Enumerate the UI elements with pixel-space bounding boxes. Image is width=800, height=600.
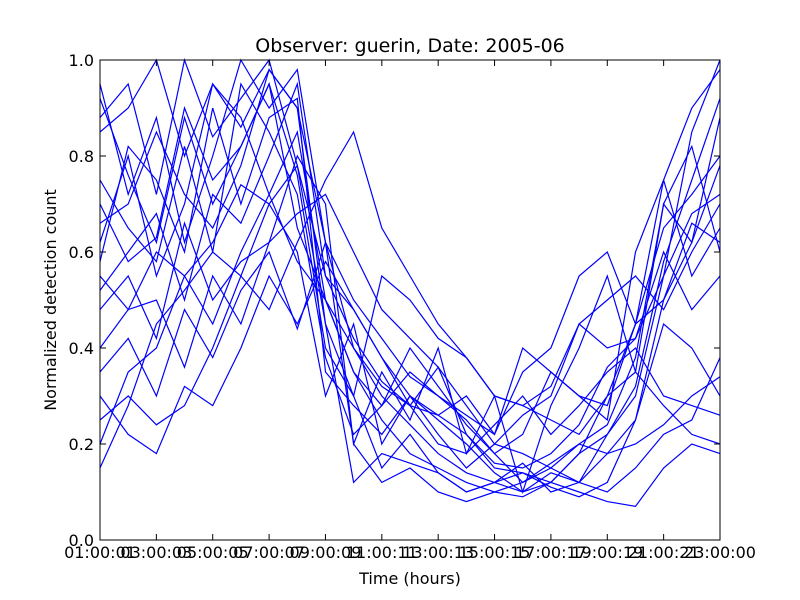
y-tick-label: 0.4 — [69, 339, 94, 358]
x-axis-label: Time (hours) — [358, 569, 461, 588]
y-axis-label: Normalized detection count — [41, 189, 60, 411]
series-line-18 — [99, 240, 721, 493]
series-layer — [99, 57, 721, 508]
x-tick-label: 09:00:09 — [290, 543, 362, 562]
x-tick-label: 13:00:13 — [402, 543, 474, 562]
series-line-14 — [99, 68, 721, 498]
x-tick-label: 03:00:03 — [120, 543, 192, 562]
series-line-16 — [99, 82, 721, 484]
x-tick-label: 21:00:21 — [628, 543, 700, 562]
x-tick-label: 15:00:15 — [459, 543, 531, 562]
series-line-2 — [99, 68, 721, 495]
y-tick-label: 0.2 — [69, 435, 94, 454]
series-line-13 — [99, 193, 721, 493]
y-tick-label: 0.0 — [69, 531, 94, 550]
x-tick-label: 19:00:19 — [571, 543, 643, 562]
y-tick-label: 1.0 — [69, 51, 94, 70]
ticks-layer: 01:00:0103:00:0305:00:0507:00:0709:00:09… — [64, 51, 756, 562]
x-tick-label: 23:00:00 — [684, 543, 756, 562]
series-line-8 — [99, 154, 721, 508]
x-tick-label: 07:00:07 — [233, 543, 305, 562]
x-tick-label: 17:00:17 — [515, 543, 587, 562]
series-line-15 — [99, 130, 721, 469]
series-line-12 — [99, 58, 721, 436]
series-line-17 — [99, 164, 721, 469]
plot-frame — [99, 59, 721, 541]
y-tick-label: 0.6 — [69, 243, 94, 262]
x-tick-label: 01:00:01 — [64, 543, 136, 562]
series-line-1 — [99, 57, 721, 493]
chart-title: Observer: guerin, Date: 2005-06 — [255, 35, 565, 57]
series-line-7 — [99, 58, 721, 436]
x-tick-label: 05:00:05 — [177, 543, 249, 562]
y-tick-label: 0.8 — [69, 147, 94, 166]
x-tick-label: 11:00:11 — [346, 543, 418, 562]
